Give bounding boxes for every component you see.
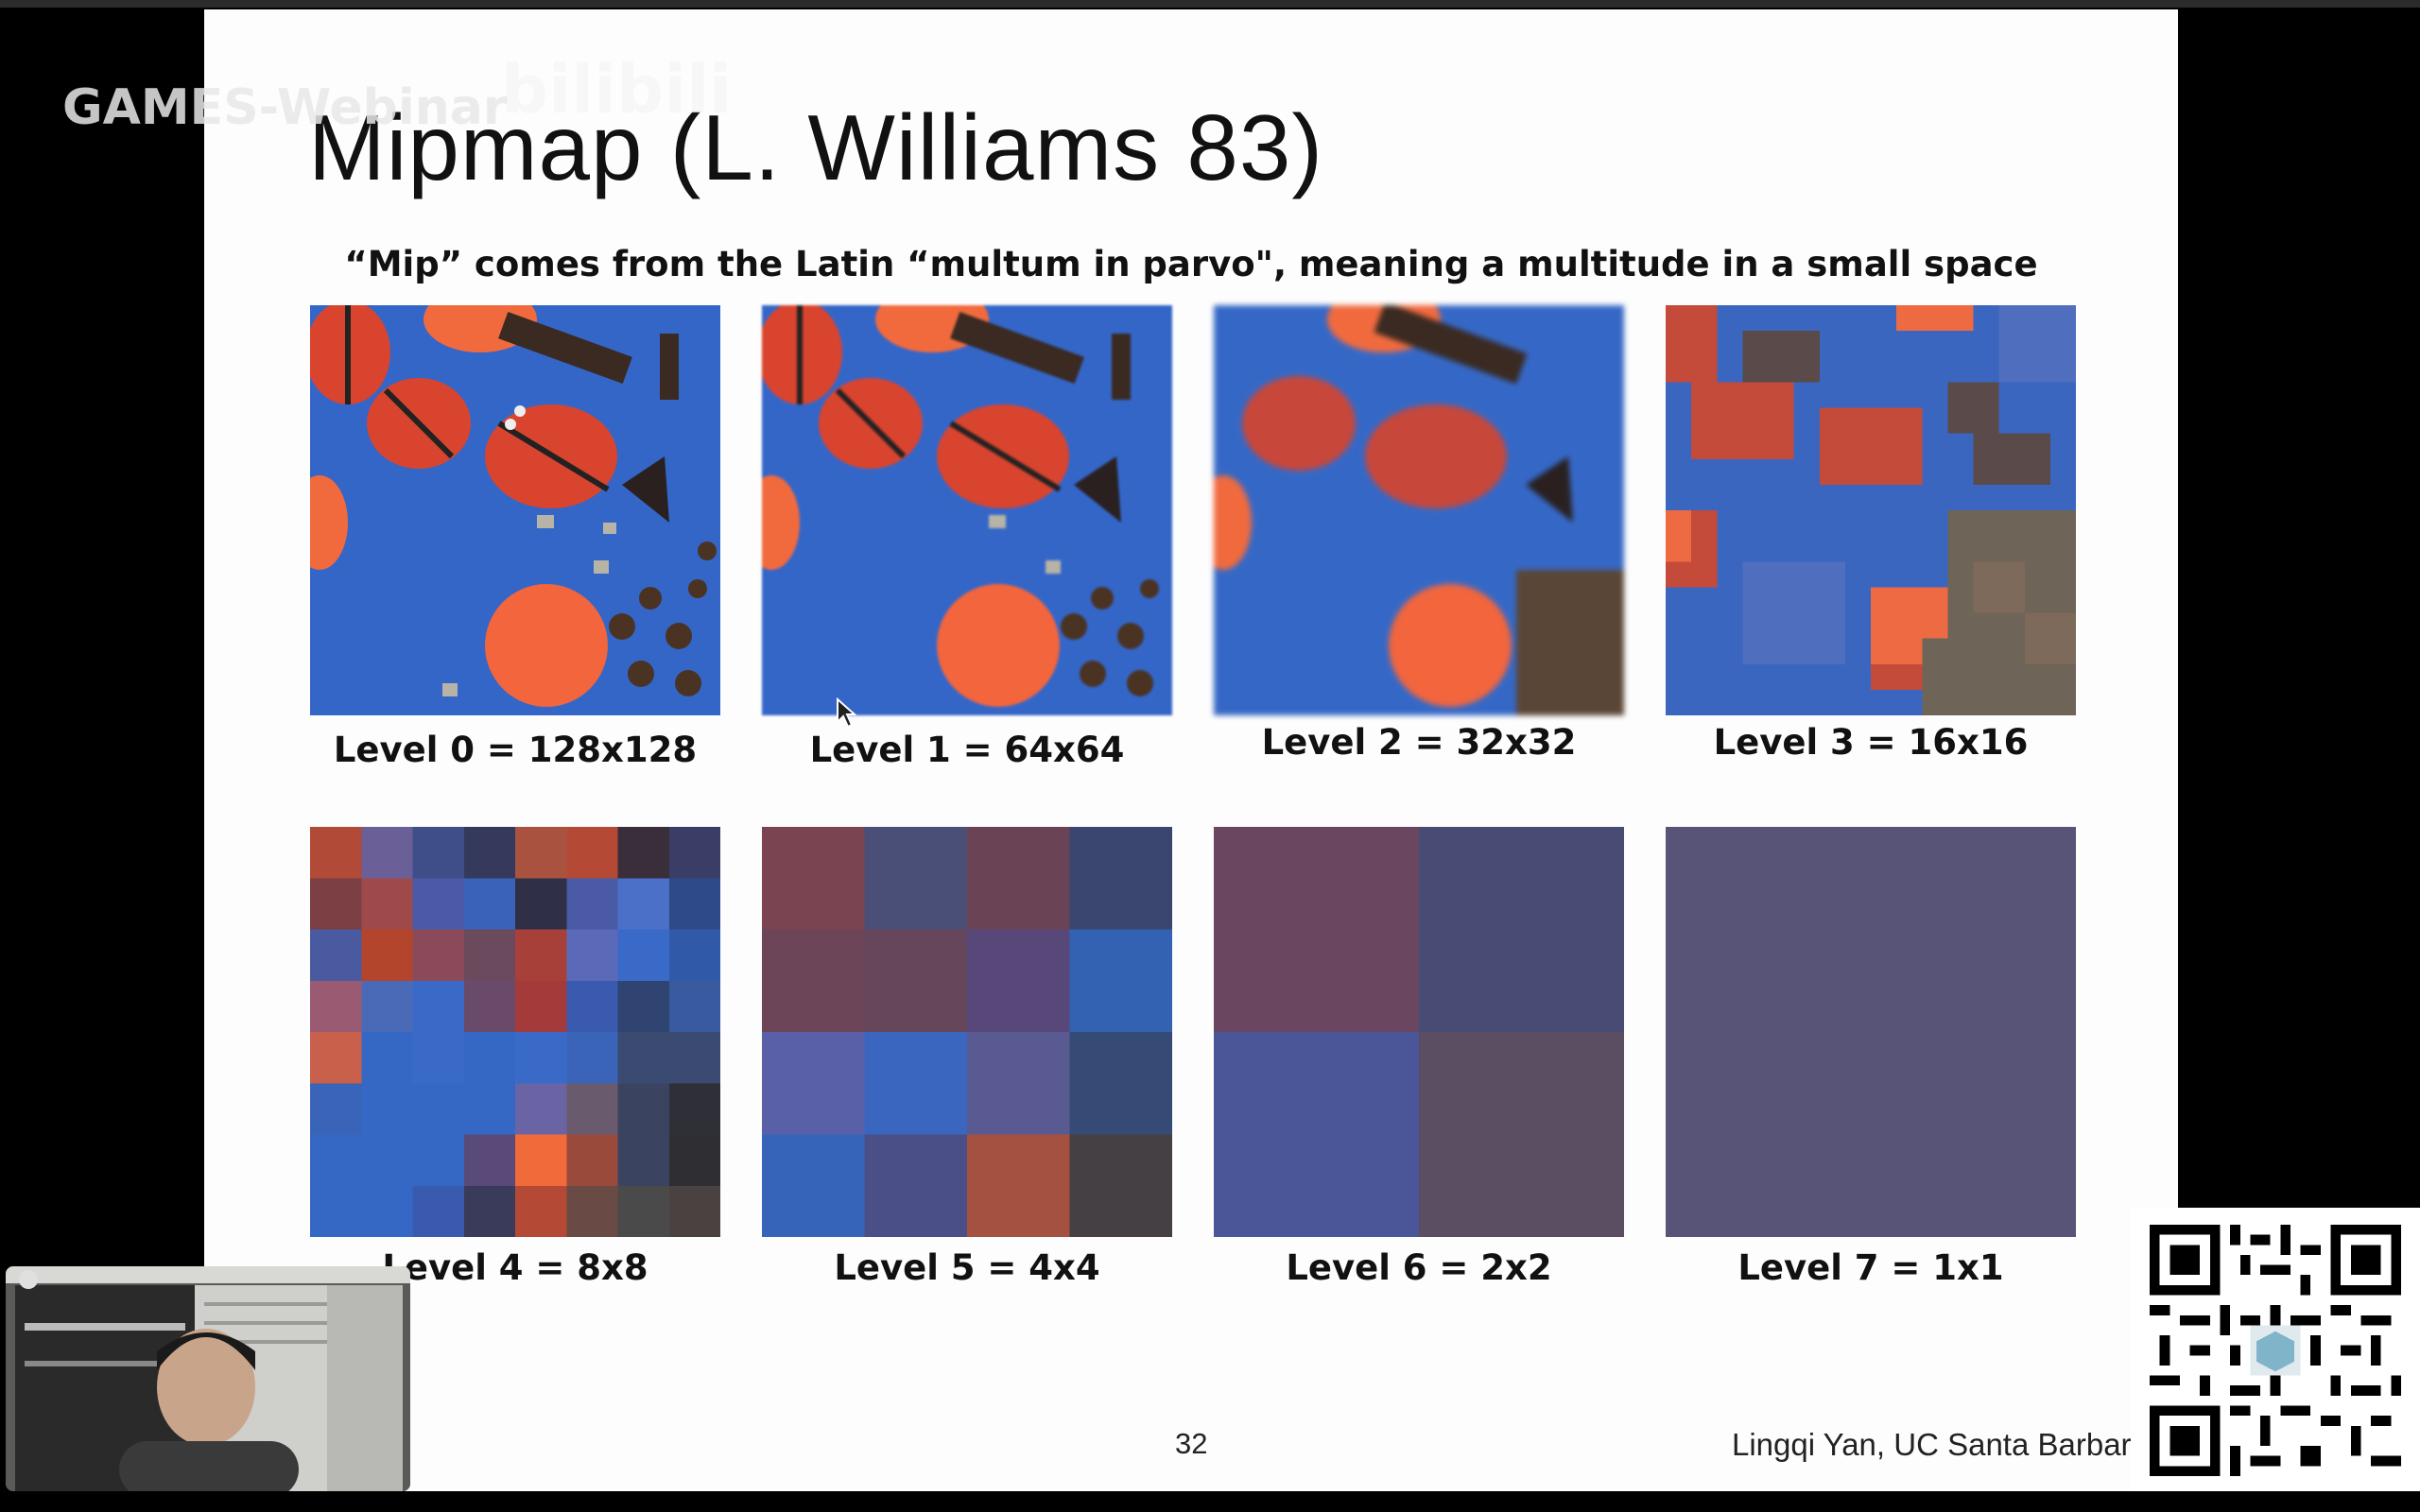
level-4-texture-image [310, 827, 720, 1237]
mipmap-level-4 [310, 827, 720, 1237]
level-6-label: Level 6 = 2x2 [1286, 1247, 1552, 1288]
mouse-pointer-icon [837, 697, 856, 729]
webcam-video-frame [6, 1266, 410, 1491]
level-3-label: Level 3 = 16x16 [1713, 722, 2029, 763]
mipmap-level-6 [1214, 827, 1624, 1237]
qr-code-icon [2131, 1208, 2420, 1491]
level-2-texture-image [1214, 305, 1624, 715]
slide-title: Mipmap (L. Williams 83) [308, 95, 1323, 199]
level-5-label: Level 5 = 4x4 [834, 1247, 1100, 1288]
level-2-label: Level 2 = 32x32 [1261, 722, 1577, 763]
presentation-slide: Mipmap (L. Williams 83) “Mip” comes from… [204, 9, 2178, 1491]
level-3-texture-image [1666, 305, 2076, 715]
window-bottom-strip [0, 1491, 2420, 1512]
mipmap-level-7 [1666, 827, 2076, 1237]
slide-credit: Lingqi Yan, UC Santa Barbara [1732, 1427, 2149, 1462]
stream-watermark: GAMES-Webinar [62, 79, 508, 136]
level-4-label: Level 4 = 8x8 [382, 1247, 648, 1288]
mipmap-level-5 [762, 827, 1172, 1237]
mipmap-level-0 [310, 305, 720, 715]
mipmap-level-1 [762, 305, 1172, 715]
level-1-label: Level 1 = 64x64 [809, 730, 1125, 770]
level-7-label: Level 7 = 1x1 [1737, 1247, 2004, 1288]
slide-subtitle: “Mip” comes from the Latin “multum in pa… [344, 244, 2038, 284]
qr-code-pattern [2150, 1225, 2401, 1476]
platform-logo: bilibili [501, 51, 733, 129]
level-5-texture-image [762, 827, 1172, 1237]
window-top-bar [0, 0, 2420, 8]
level-0-texture-image [310, 305, 720, 715]
level-1-texture-image [762, 305, 1172, 715]
mipmap-level-2 [1214, 305, 1624, 715]
level-6-texture-image [1214, 827, 1624, 1237]
presenter-webcam [6, 1266, 410, 1491]
level-0-label: Level 0 = 128x128 [333, 730, 698, 770]
mipmap-level-3 [1666, 305, 2076, 715]
level-7-texture-image [1666, 827, 2076, 1237]
slide-page-number: 32 [1175, 1427, 1208, 1460]
